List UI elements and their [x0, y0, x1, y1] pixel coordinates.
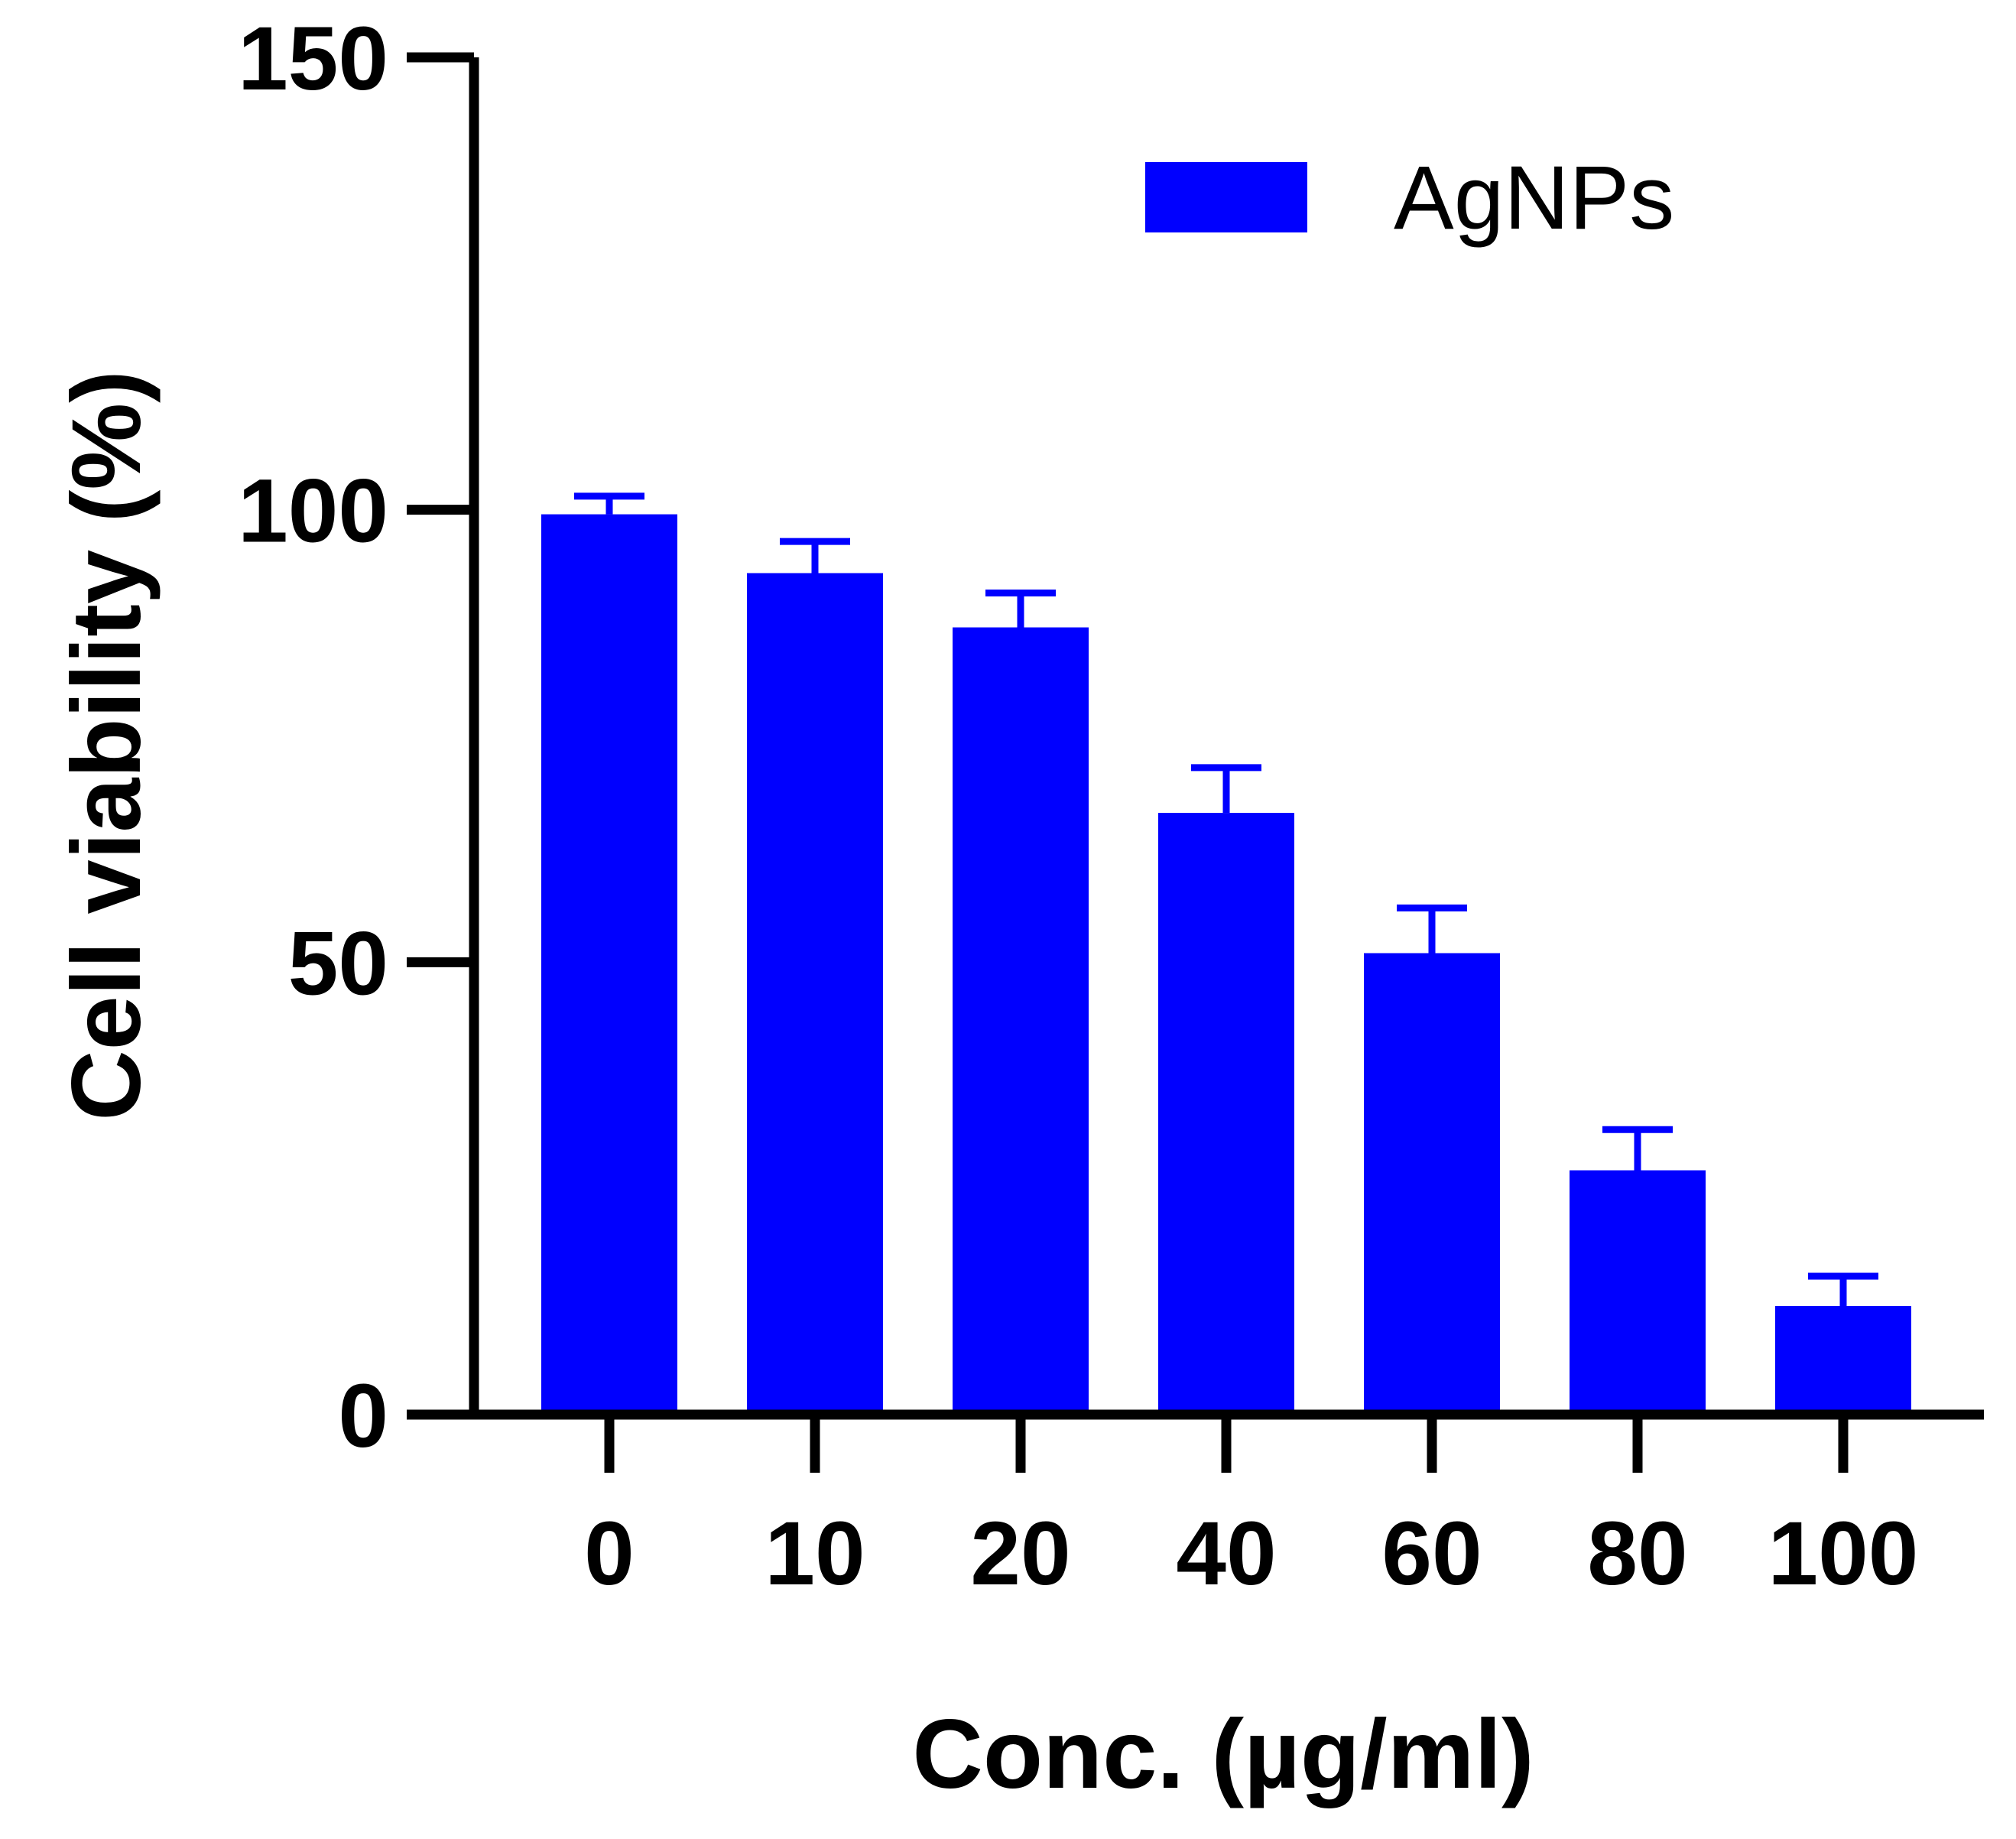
x-tick-label-100: 100 [1768, 1503, 1919, 1604]
y-tick-label-0: 0 [338, 1366, 388, 1467]
bar-80 [1570, 1170, 1706, 1415]
bar-0 [541, 514, 677, 1415]
x-tick-label-10: 10 [765, 1503, 865, 1604]
x-tick-label-40: 40 [1176, 1503, 1276, 1604]
y-tick-label-50: 50 [288, 913, 388, 1014]
bar-10 [747, 573, 883, 1415]
bar-100 [1775, 1306, 1911, 1415]
x-tick-label-80: 80 [1587, 1503, 1687, 1604]
y-ticks-layer: 0 50 100 150 [238, 8, 474, 1467]
x-ticks-layer: 0 10 20 40 60 80 100 [584, 1415, 1918, 1604]
x-tick-label-60: 60 [1381, 1503, 1482, 1604]
legend-label: AgNPs [1394, 148, 1674, 249]
y-axis-title: Cell viability (%) [52, 370, 161, 1121]
x-tick-label-0: 0 [584, 1503, 635, 1604]
error-bars-layer [574, 492, 1878, 1306]
bars-layer [541, 514, 1911, 1415]
bar-20 [953, 627, 1089, 1415]
y-tick-label-150: 150 [238, 8, 388, 109]
legend: AgNPs [1145, 148, 1674, 249]
bar-40 [1158, 813, 1294, 1415]
x-tick-label-20: 20 [970, 1503, 1070, 1604]
legend-swatch [1145, 162, 1307, 232]
y-tick-label-100: 100 [238, 461, 388, 562]
x-axis-title: Conc. (µg/ml) [912, 1700, 1534, 1809]
bar-60 [1364, 953, 1500, 1415]
